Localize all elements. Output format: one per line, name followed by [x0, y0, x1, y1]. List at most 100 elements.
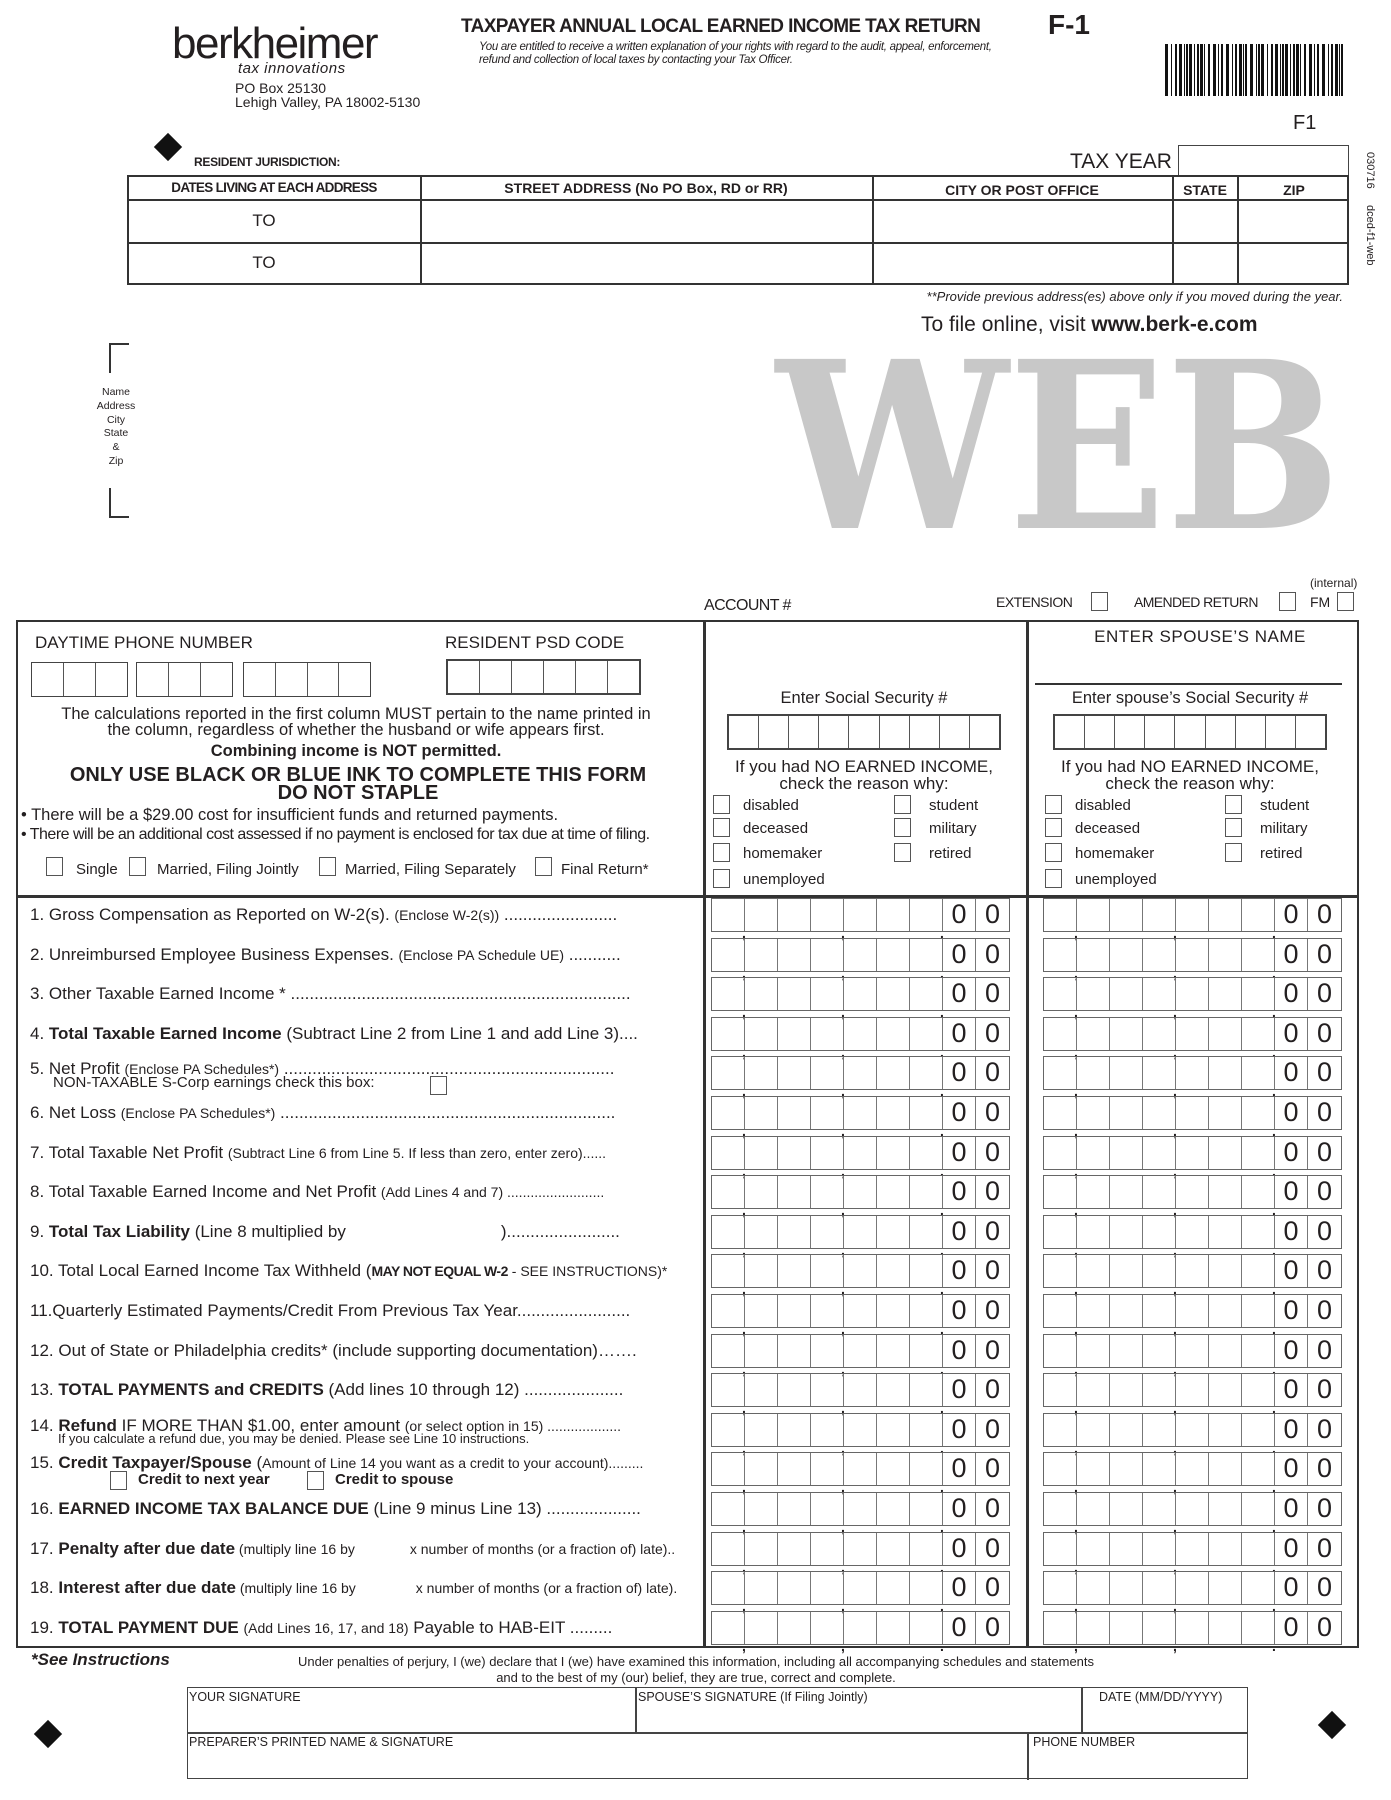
line-19-text: Payable to HAB-EIT ......... — [408, 1617, 613, 1637]
line-5-spouse-amount-field[interactable]: ,, 0. 0 — [1043, 1056, 1342, 1098]
thousands-separator-mark: , — [1074, 1439, 1078, 1456]
decimal-point-mark: . — [940, 1083, 944, 1100]
amended-return-checkbox[interactable] — [1279, 592, 1296, 611]
primary-student-checkbox[interactable] — [894, 795, 911, 814]
preparer-field[interactable]: PREPARER’S PRINTED NAME & SIGNATURE — [189, 1735, 454, 1749]
credit-to-next-year-checkbox[interactable] — [110, 1471, 127, 1491]
decimal-point-mark: . — [1272, 1360, 1276, 1377]
cents-digit: 0. — [940, 978, 976, 1019]
address-row-2-dates[interactable]: TO — [252, 253, 276, 272]
line-4-taxpayer-amount-field[interactable]: ,, 0. 0 — [711, 1016, 1010, 1059]
line-6-spouse-amount-field[interactable]: ,, 0. 0 — [1043, 1096, 1342, 1138]
line-7-taxpayer-amount-field[interactable]: ,, 0. 0 — [711, 1135, 1010, 1178]
primary-deceased-checkbox[interactable] — [713, 818, 730, 837]
spouse-disabled-checkbox[interactable] — [1045, 795, 1062, 814]
fm-checkbox[interactable] — [1337, 592, 1354, 611]
spouse-name-field[interactable] — [1035, 662, 1342, 685]
married-filing-jointly-checkbox[interactable] — [129, 857, 146, 876]
line-3-spouse-amount-field[interactable]: ,, 0. 0 — [1043, 977, 1342, 1019]
preparer-phone-field[interactable]: PHONE NUMBER — [1033, 1735, 1136, 1749]
line-9-taxpayer-amount-field[interactable]: ,, 0. 0 — [711, 1214, 1010, 1257]
line-17-taxpayer-amount-field[interactable]: ,, 0. 0 — [711, 1531, 1010, 1574]
married-filing-separately-checkbox[interactable] — [319, 857, 336, 876]
line-19-spouse-amount-field[interactable]: ,, 0. 0 — [1043, 1610, 1342, 1653]
line-12-spouse-amount-field[interactable]: ,, 0. 0 — [1043, 1333, 1342, 1376]
phone-line-field[interactable] — [243, 662, 371, 697]
line-14-taxpayer-amount-field[interactable]: ,, 0. 0 — [711, 1412, 1010, 1455]
cents-digit: 0. — [940, 1136, 976, 1178]
line-11-label: 11.Quarterly Estimated Payments/Credit F… — [30, 1301, 630, 1321]
address-row-1-dates[interactable]: TO — [252, 211, 276, 230]
spouse-deceased-checkbox[interactable] — [1045, 818, 1062, 837]
phone-prefix-field[interactable] — [136, 662, 233, 697]
thousands-separator-mark: , — [742, 1043, 746, 1060]
spouse-ssn-field[interactable] — [1053, 714, 1327, 750]
line-19-text: (Add Lines 16, 17, and 18) — [243, 1619, 409, 1636]
psd-code-field[interactable] — [446, 659, 641, 695]
line-16-spouse-amount-field[interactable]: ,, 0. 0 — [1043, 1492, 1342, 1534]
line-8-spouse-amount-field[interactable]: ,, 0. 0 — [1043, 1175, 1342, 1217]
line-5-note: NON-TAXABLE S-Corp earnings check this b… — [53, 1074, 375, 1092]
cents-digit: 0. — [940, 1057, 976, 1098]
tax-year-field[interactable] — [1178, 145, 1349, 176]
spouse-military-checkbox[interactable] — [1225, 818, 1242, 837]
line-6-text: ........................................… — [275, 1103, 616, 1122]
cents-digit: 0. — [1272, 1493, 1308, 1534]
line-14-spouse-amount-field[interactable]: ,, 0. 0 — [1043, 1412, 1342, 1455]
line-1-spouse-amount-field[interactable]: ,, 0. 0 — [1043, 898, 1342, 940]
line-4-text: 4. — [30, 1023, 49, 1043]
spouse-unemployed-checkbox[interactable] — [1045, 869, 1062, 888]
primary-unemployed-checkbox[interactable] — [713, 869, 730, 888]
file-online-link[interactable]: www.berk-e.com — [1091, 313, 1258, 336]
line-2-taxpayer-amount-field[interactable]: ,, 0. 0 — [711, 937, 1010, 980]
line-2-text: ........... — [564, 944, 621, 964]
line-10-taxpayer-amount-field[interactable]: ,, 0. 0 — [711, 1254, 1010, 1296]
line-2-spouse-amount-field[interactable]: ,, 0. 0 — [1043, 937, 1342, 980]
final-return-checkbox[interactable] — [535, 857, 552, 876]
spouse-student-checkbox[interactable] — [1225, 795, 1242, 814]
spouse-signature-field[interactable]: SPOUSE’S SIGNATURE (If Filing Jointly) — [638, 1690, 868, 1704]
line-11-taxpayer-amount-field[interactable]: ,, 0. 0 — [711, 1294, 1010, 1336]
spouse-retired-checkbox[interactable] — [1225, 843, 1242, 862]
line-10-spouse-amount-field[interactable]: ,, 0. 0 — [1043, 1254, 1342, 1296]
primary-homemaker-checkbox[interactable] — [713, 843, 730, 862]
line-15-taxpayer-amount-field[interactable]: ,, 0. 0 — [711, 1452, 1010, 1494]
line-12-taxpayer-amount-field[interactable]: ,, 0. 0 — [711, 1333, 1010, 1376]
line-13-spouse-amount-field[interactable]: ,, 0. 0 — [1043, 1373, 1342, 1415]
phone-area-code-field[interactable] — [31, 662, 128, 697]
line-3-taxpayer-amount-field[interactable]: ,, 0. 0 — [711, 977, 1010, 1019]
primary-retired-checkbox[interactable] — [894, 843, 911, 862]
line-8-taxpayer-amount-field[interactable]: ,, 0. 0 — [711, 1175, 1010, 1217]
single-checkbox[interactable] — [46, 857, 63, 876]
extension-checkbox[interactable] — [1091, 592, 1108, 611]
line-6-taxpayer-amount-field[interactable]: ,, 0. 0 — [711, 1096, 1010, 1138]
line-15-spouse-amount-field[interactable]: ,, 0. 0 — [1043, 1452, 1342, 1494]
line-9-spouse-amount-field[interactable]: ,, 0. 0 — [1043, 1214, 1342, 1257]
primary-ssn-field[interactable] — [727, 714, 1001, 750]
line-13-taxpayer-amount-field[interactable]: ,, 0. 0 — [711, 1373, 1010, 1415]
line-7-spouse-amount-field[interactable]: ,, 0. 0 — [1043, 1135, 1342, 1178]
line-11-spouse-amount-field[interactable]: ,, 0. 0 — [1043, 1294, 1342, 1336]
line-18-taxpayer-amount-field[interactable]: ,, 0. 0 — [711, 1571, 1010, 1613]
thousands-separator-mark: , — [1173, 1558, 1177, 1575]
primary-disabled-checkbox[interactable] — [713, 795, 730, 814]
line-4-spouse-amount-field[interactable]: ,, 0. 0 — [1043, 1016, 1342, 1059]
your-signature-field[interactable]: YOUR SIGNATURE — [189, 1690, 301, 1704]
line-9-text: )........................ — [500, 1221, 620, 1241]
line-11-text: 11.Quarterly Estimated Payments/Credit F… — [30, 1301, 631, 1320]
line-18-spouse-amount-field[interactable]: ,, 0. 0 — [1043, 1571, 1342, 1613]
barcode-bar — [1200, 44, 1203, 96]
primary-military-checkbox[interactable] — [894, 818, 911, 837]
line-17-spouse-amount-field[interactable]: ,, 0. 0 — [1043, 1531, 1342, 1574]
line-13-text: 13. — [30, 1380, 59, 1400]
date-field[interactable]: DATE (MM/DD/YYYY) — [1099, 1690, 1223, 1704]
credit-to-spouse-checkbox[interactable] — [307, 1471, 324, 1491]
line-19-taxpayer-amount-field[interactable]: ,, 0. 0 — [711, 1610, 1010, 1653]
line-16-taxpayer-amount-field[interactable]: ,, 0. 0 — [711, 1492, 1010, 1534]
cents-digit: 0. — [1272, 1611, 1308, 1653]
line-1-taxpayer-amount-field[interactable]: ,, 0. 0 — [711, 898, 1010, 940]
spouse-homemaker-checkbox[interactable] — [1045, 843, 1062, 862]
s-corp-nontaxable-checkbox[interactable] — [430, 1076, 447, 1096]
line-5-taxpayer-amount-field[interactable]: ,, 0. 0 — [711, 1056, 1010, 1098]
decimal-point-mark: . — [940, 1558, 944, 1575]
